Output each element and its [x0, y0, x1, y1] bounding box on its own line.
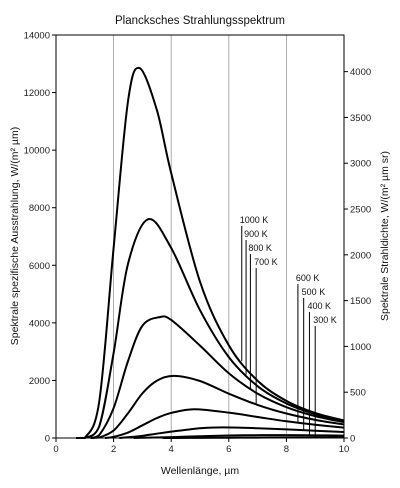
- plot-frame: [55, 34, 345, 439]
- x-tick-label: 10: [339, 444, 350, 455]
- series-line-700k: [90, 374, 345, 439]
- y2-axis-title: Spektrale Strahldichte, W/(m² µm sr): [379, 151, 391, 321]
- x-tick-label: 4: [169, 444, 174, 455]
- y-tick-label: 6000: [29, 261, 50, 272]
- curve-label-300k: 300 K: [313, 315, 337, 325]
- chart-title: Plancksches Strahlungsspektrum: [115, 15, 285, 27]
- series-line-900k: [76, 218, 345, 439]
- y2-tick-label: 1000: [350, 342, 371, 353]
- y2-tick-label: 0: [350, 434, 355, 445]
- x-tick-label: 0: [53, 444, 58, 455]
- curve-label-400k: 400 K: [307, 301, 331, 311]
- y-tick-label: 0: [45, 434, 50, 445]
- x-tick-label: 8: [284, 444, 289, 455]
- series-line-500k: [119, 426, 345, 439]
- curve-label-1000k: 1000 K: [240, 215, 269, 225]
- y2-tick-label: 1500: [350, 296, 371, 307]
- y-tick-label: 8000: [29, 203, 50, 214]
- y2-tick-label: 2500: [350, 205, 371, 216]
- y2-tick-label: 2000: [350, 250, 371, 261]
- series-line-800k: [90, 315, 345, 439]
- series-line-1000k: [76, 66, 345, 439]
- y2-tick-label: 4000: [350, 67, 371, 78]
- y-tick-label: 14000: [24, 31, 50, 42]
- series-line-600k: [104, 408, 345, 439]
- curve-label-900k: 900 K: [244, 229, 268, 239]
- y2-tick-label: 3000: [350, 159, 371, 170]
- curve-label-500k: 500 K: [302, 287, 326, 297]
- x-tick-label: 6: [226, 444, 231, 455]
- curve-label-layer: 1000 K 900 K 800 K 700 K 600 K 500 K 400 K 300 …: [240, 215, 337, 325]
- y-tick-label: 4000: [29, 318, 50, 329]
- curve-label-600k: 600 K: [296, 273, 320, 283]
- x-axis-title: Wellenlänge, µm: [161, 465, 239, 477]
- y2-tick-label: 3500: [350, 113, 371, 124]
- curve-label-800k: 800 K: [248, 243, 272, 253]
- curve-label-700k: 700 K: [254, 257, 278, 267]
- y-axis-title: Spektrale spezifische Ausstrahlung, W/(m…: [9, 127, 21, 345]
- leader-layer: [241, 226, 316, 438]
- y2-tick-label: 500: [350, 388, 366, 399]
- tick-layer: 0 2 4 6 8 10020004000600080001000012000140000…: [24, 31, 372, 456]
- y-tick-label: 2000: [29, 376, 50, 387]
- y-tick-label: 12000: [24, 88, 50, 99]
- grid-layer: [113, 35, 287, 438]
- y-tick-label: 10000: [24, 146, 50, 157]
- x-tick-label: 2: [111, 444, 116, 455]
